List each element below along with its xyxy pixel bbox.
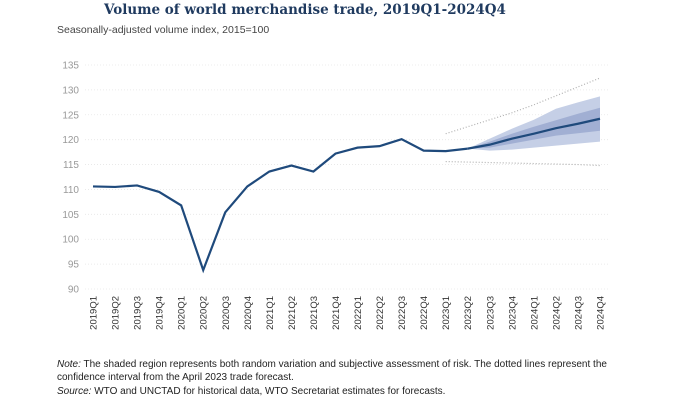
note-label: Note: bbox=[57, 359, 81, 370]
forecast-line bbox=[467, 117, 601, 150]
forecast-bands bbox=[467, 96, 600, 151]
x-tick-label: 2019Q4 bbox=[155, 296, 166, 330]
y-tick-label: 90 bbox=[68, 285, 80, 296]
x-tick-label: 2020Q1 bbox=[177, 296, 188, 330]
x-tick-label: 2021Q4 bbox=[331, 296, 342, 330]
outer-forecast-band bbox=[467, 96, 600, 151]
source-label: Source: bbox=[57, 386, 92, 397]
historical-line bbox=[92, 137, 468, 274]
y-tick-label: 100 bbox=[62, 235, 79, 246]
x-tick-label: 2021Q1 bbox=[265, 296, 276, 330]
x-tick-label: 2022Q2 bbox=[375, 296, 386, 330]
x-tick-label: 2022Q1 bbox=[353, 296, 364, 330]
chart-title: Volume of world merchandise trade, 2019Q… bbox=[104, 2, 506, 18]
x-tick-label: 2023Q4 bbox=[507, 296, 518, 330]
x-tick-label: 2023Q3 bbox=[485, 296, 496, 330]
x-axis-ticks: 2019Q1 2019Q2 2019Q3 2019Q4 2020Q1 2020Q2 2020… bbox=[89, 296, 607, 330]
y-tick-label: 115 bbox=[63, 160, 79, 171]
x-tick-label: 2020Q4 bbox=[243, 296, 254, 330]
y-tick-label: 130 bbox=[62, 85, 79, 96]
chart-subtitle: Seasonally-adjusted volume index, 2015=1… bbox=[57, 24, 270, 36]
x-tick-label: 2021Q3 bbox=[309, 296, 320, 330]
grid-lines bbox=[85, 64, 610, 290]
y-axis-ticks: 90 95 100 105 110 115 120 125 130 135 bbox=[62, 61, 79, 296]
y-tick-label: 125 bbox=[62, 110, 79, 121]
ci-upper-dotted-line bbox=[445, 77, 601, 135]
x-tick-label: 2022Q4 bbox=[419, 296, 430, 330]
y-tick-label: 95 bbox=[68, 260, 80, 271]
note-text: The shaded region represents both random… bbox=[57, 359, 607, 383]
x-tick-label: 2023Q2 bbox=[463, 296, 474, 330]
x-tick-label: 2022Q3 bbox=[397, 296, 408, 330]
x-tick-label: 2019Q3 bbox=[133, 296, 144, 330]
chart-note: Note: The shaded region represents both … bbox=[57, 359, 657, 384]
y-tick-label: 135 bbox=[62, 61, 79, 72]
ci-lower-dotted-line bbox=[445, 160, 601, 167]
x-tick-label: 2024Q3 bbox=[573, 296, 584, 330]
x-tick-label: 2020Q2 bbox=[199, 296, 210, 330]
x-tick-label: 2024Q2 bbox=[551, 296, 562, 330]
x-tick-label: 2023Q1 bbox=[441, 296, 452, 330]
data-lines bbox=[92, 117, 601, 274]
inner-forecast-band bbox=[467, 107, 600, 149]
y-tick-label: 110 bbox=[63, 185, 79, 196]
source-text: WTO and UNCTAD for historical data, WTO … bbox=[91, 386, 446, 397]
y-tick-label: 120 bbox=[62, 135, 79, 146]
chart-source: Source: WTO and UNCTAD for historical da… bbox=[57, 386, 657, 397]
y-tick-label: 105 bbox=[62, 210, 79, 221]
x-tick-label: 2020Q3 bbox=[221, 296, 232, 330]
x-tick-label: 2021Q2 bbox=[287, 296, 298, 330]
x-tick-label: 2024Q4 bbox=[596, 296, 607, 330]
x-tick-label: 2019Q2 bbox=[111, 296, 122, 330]
x-tick-label: 2019Q1 bbox=[89, 296, 100, 330]
x-tick-label: 2024Q1 bbox=[529, 296, 540, 330]
confidence-interval-lines bbox=[445, 77, 601, 167]
